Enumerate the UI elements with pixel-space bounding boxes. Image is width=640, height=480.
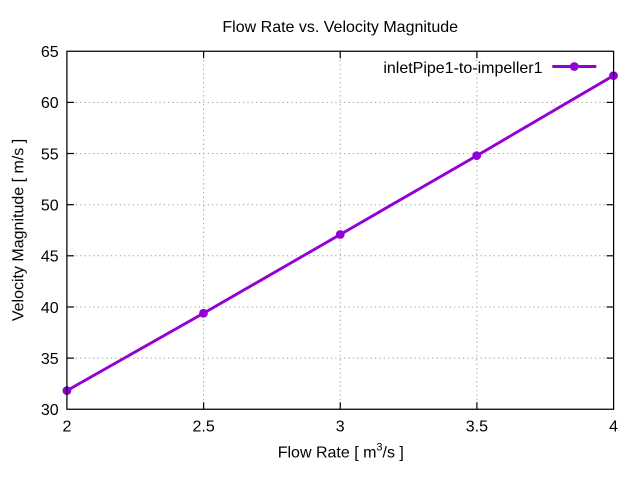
svg-text:3.5: 3.5	[466, 419, 488, 436]
svg-text:55: 55	[41, 146, 59, 163]
svg-text:Flow Rate vs. Velocity Magnitu: Flow Rate vs. Velocity Magnitude	[222, 19, 458, 36]
svg-text:inletPipe1-to-impeller1: inletPipe1-to-impeller1	[383, 60, 542, 77]
svg-text:60: 60	[41, 95, 59, 112]
svg-text:Velocity Magnitude [ m/s ]: Velocity Magnitude [ m/s ]	[10, 139, 27, 321]
svg-text:4: 4	[609, 419, 618, 436]
svg-text:50: 50	[41, 198, 59, 215]
svg-text:2: 2	[62, 419, 71, 436]
svg-text:35: 35	[41, 351, 59, 368]
svg-text:3: 3	[336, 419, 345, 436]
svg-text:65: 65	[41, 44, 59, 61]
svg-text:30: 30	[41, 402, 59, 419]
svg-text:45: 45	[41, 249, 59, 266]
svg-text:2.5: 2.5	[192, 419, 214, 436]
svg-text:40: 40	[41, 300, 59, 317]
svg-text:Flow Rate [ m3/s ]: Flow Rate [ m3/s ]	[278, 441, 404, 461]
